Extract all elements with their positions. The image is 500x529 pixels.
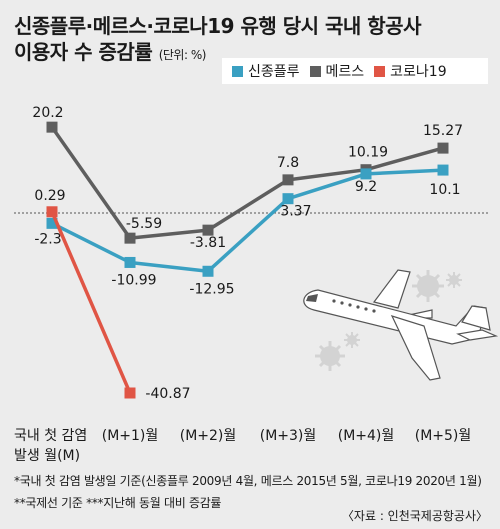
data-point	[437, 142, 449, 154]
chart-title: 신종플루·메르스·코로나19 유행 당시 국내 항공사	[14, 14, 421, 38]
data-label: 15.27	[423, 123, 463, 139]
data-point	[46, 206, 58, 218]
data-label: -12.95	[189, 281, 234, 297]
data-label: 9.2	[355, 179, 377, 195]
data-point	[46, 121, 58, 133]
data-point	[360, 168, 372, 180]
data-point	[124, 256, 136, 268]
legend-swatch	[232, 65, 243, 77]
legend-swatch	[374, 65, 386, 77]
data-label: -40.87	[145, 386, 190, 402]
data-label: -5.59	[126, 216, 162, 232]
legend: 신종플루 메르스 코로나19	[222, 58, 488, 84]
legend-item-swine-flu: 신종플루	[232, 61, 300, 81]
data-label: 20.2	[32, 105, 63, 121]
legend-swatch	[309, 65, 321, 77]
unit-label: (단위: %)	[158, 48, 207, 62]
illustration	[303, 269, 499, 381]
x-tick-label: (M+3)월	[260, 428, 317, 444]
data-label: 10.19	[348, 145, 388, 161]
x-tick-label: (M+1)월	[102, 428, 159, 444]
x-tick-label: (M+4)월	[338, 428, 395, 444]
series-2: 0.29 -40.87	[34, 188, 190, 402]
data-point	[124, 232, 136, 244]
data-label: -10.99	[111, 272, 156, 288]
data-label: 7.8	[277, 155, 299, 171]
data-label: 10.1	[429, 182, 460, 198]
data-label: -3.81	[190, 235, 226, 251]
footnote-2: **국제선 기준 ***지난해 동월 대비 증감률	[14, 496, 222, 510]
data-point	[282, 174, 294, 186]
chart-title-line2: 이용자 수 증감률	[14, 40, 153, 64]
data-label: 3.37	[280, 204, 311, 220]
data-label: 0.29	[34, 188, 65, 204]
x-tick-label: 발생 월(M)	[14, 448, 80, 464]
virus-icon	[446, 272, 462, 288]
virus-icon	[315, 341, 345, 371]
data-point	[202, 265, 214, 277]
series-line	[50, 211, 132, 394]
data-point	[437, 164, 449, 176]
virus-icon	[344, 332, 360, 348]
source-label: 〈자료 : 인천국제공항공사〉	[341, 509, 488, 523]
data-point	[46, 217, 58, 229]
legend-item-mers: 메르스	[309, 61, 365, 81]
virus-icon	[412, 270, 444, 302]
data-point	[202, 224, 214, 236]
legend-label: 코로나19	[390, 64, 447, 80]
legend-label: 신종플루	[248, 64, 300, 80]
legend-label: 메르스	[325, 64, 365, 80]
series-0: -2.3 -10.99 -12.95 3.37 9.2 10.1	[34, 164, 461, 297]
x-tick-label: 국내 첫 감염	[14, 428, 87, 444]
series-1: 20.2 -5.59 -3.81 7.8 10.19 15.27	[32, 105, 463, 251]
airplane-icon	[303, 269, 499, 381]
data-label: -2.3	[34, 231, 61, 247]
series-line	[51, 168, 444, 274]
series-layer: 20.2 -5.59 -3.81 7.8 10.19 15.27 -2.3 -10.99 -12…	[32, 105, 463, 402]
footnote-1: *국내 첫 감염 발생일 기준(신종플루 2009년 4월, 메르스 2015년…	[14, 474, 482, 488]
chart-subtitle: 이용자 수 증감률 (단위: %)	[14, 36, 206, 65]
x-tick-label: (M+2)월	[180, 428, 237, 444]
series-line	[50, 126, 444, 240]
x-tick-label: (M+5)월	[415, 428, 472, 444]
legend-item-covid: 코로나19	[374, 61, 447, 81]
data-point	[124, 387, 136, 399]
data-point	[282, 193, 294, 205]
